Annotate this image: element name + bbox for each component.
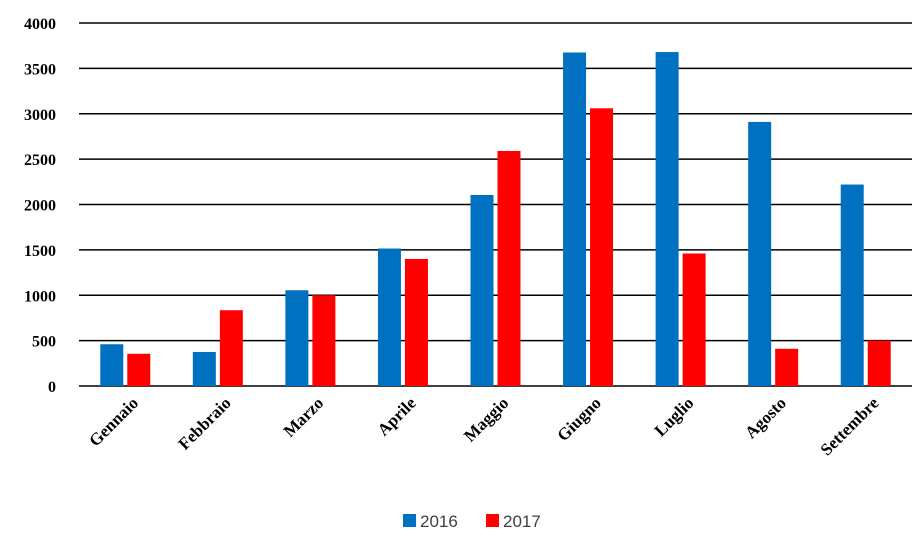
y-axis-tick-labels: 0 500 1000 1500 2000 2500 3000 3500 4000 (24, 16, 56, 396)
gridlines (79, 22, 912, 387)
bar-2017-giugno (590, 108, 614, 387)
bar-2017-marzo (312, 295, 336, 386)
bar-2016-maggio (470, 194, 494, 386)
legend-label-2017: 2017 (503, 512, 541, 531)
legend-swatch-2016 (403, 514, 416, 527)
bar-2017-luglio (682, 253, 706, 386)
bar-2017-agosto (775, 348, 799, 386)
bar-2016-marzo (285, 290, 309, 386)
legend-label-2016: 2016 (420, 512, 458, 531)
bar-2016-settembre (840, 184, 864, 386)
bar-2017-aprile (404, 258, 428, 386)
bar-2016-gennaio (100, 344, 124, 386)
x-tick-label: Maggio (460, 393, 512, 445)
y-tick-label: 3000 (24, 107, 56, 124)
bar-2016-febbraio (192, 351, 216, 386)
x-tick-label: Agosto (741, 393, 790, 442)
x-tick-label: Luglio (651, 393, 698, 440)
bars (100, 52, 891, 387)
x-tick-label: Settembre (817, 393, 883, 459)
legend: 2016 2017 (403, 512, 541, 531)
bar-2016-giugno (563, 52, 587, 387)
bar-2016-luglio (655, 52, 679, 386)
y-tick-label: 2500 (24, 152, 56, 169)
bar-2016-aprile (377, 248, 401, 386)
y-tick-label: 1500 (24, 243, 56, 260)
bar-2016-agosto (748, 121, 772, 386)
x-tick-label: Aprile (374, 393, 420, 439)
legend-swatch-2017 (486, 514, 499, 527)
bar-2017-maggio (497, 150, 521, 386)
y-tick-label: 3500 (24, 61, 56, 78)
y-tick-label: 4000 (24, 16, 56, 33)
y-tick-label: 500 (32, 334, 56, 351)
x-tick-label: Giugno (553, 393, 605, 445)
y-tick-label: 2000 (24, 198, 56, 215)
bar-2017-settembre (867, 340, 891, 386)
x-tick-label: Gennaio (85, 393, 142, 450)
x-tick-label: Marzo (280, 393, 327, 440)
x-axis-tick-labels: Gennaio Febbraio Marzo Aprile Maggio Giugno Lu… (85, 393, 883, 459)
y-tick-label: 0 (48, 379, 56, 396)
y-tick-label: 1000 (24, 288, 56, 305)
x-tick-label: Febbraio (174, 393, 234, 453)
bar-2017-febbraio (219, 310, 243, 386)
bar-2017-gennaio (127, 353, 151, 386)
